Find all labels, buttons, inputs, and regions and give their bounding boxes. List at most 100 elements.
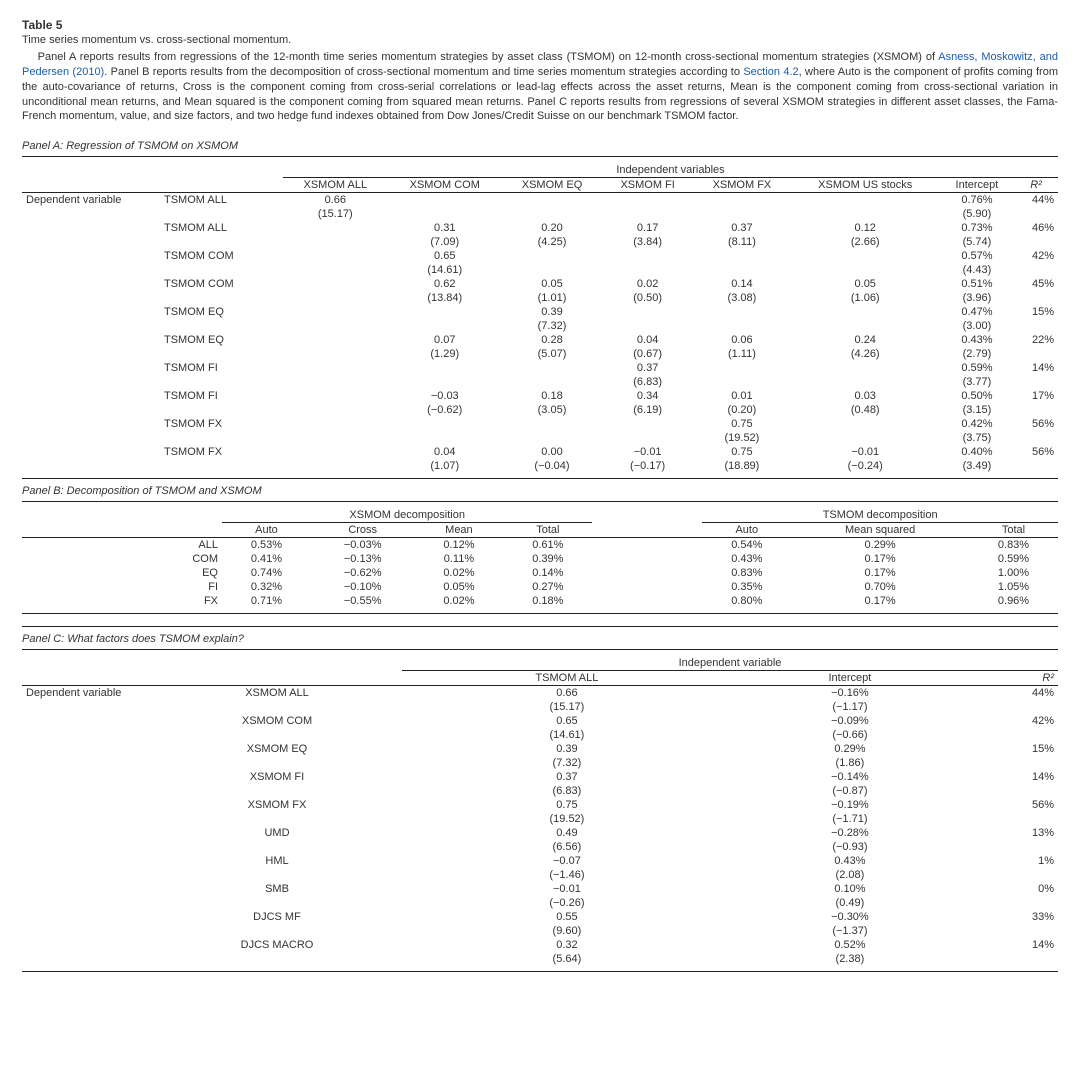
cell-tstat: (3.08) bbox=[693, 291, 790, 305]
cell-value: 56% bbox=[1014, 417, 1058, 431]
cell-value: 0.61% bbox=[503, 538, 592, 553]
cell-value: 0.75 bbox=[693, 417, 790, 431]
cell-value: −0.13% bbox=[311, 552, 415, 566]
cell-value bbox=[283, 277, 388, 291]
cell-value: 0.40% bbox=[940, 445, 1014, 459]
cell-value: 0.59% bbox=[940, 361, 1014, 375]
cell-value: 0.43% bbox=[732, 854, 968, 868]
cell-value: 0.65 bbox=[402, 714, 732, 728]
cell-tstat: (2.38) bbox=[732, 952, 968, 972]
cell-tstat bbox=[791, 207, 940, 221]
cell-value: −0.16% bbox=[732, 686, 968, 701]
panel-a-table: Independent variables XSMOM ALL XSMOM CO… bbox=[22, 157, 1058, 478]
cell-value: −0.03 bbox=[388, 389, 502, 403]
cell-value bbox=[602, 249, 693, 263]
cell-tstat: (3.05) bbox=[502, 403, 602, 417]
row-label: FI bbox=[22, 580, 222, 594]
cell-tstat: (0.50) bbox=[602, 291, 693, 305]
section-link[interactable]: Section 4.2 bbox=[743, 66, 798, 78]
row-label: UMD bbox=[152, 826, 402, 840]
row-label: XSMOM FX bbox=[152, 798, 402, 812]
cell-value bbox=[388, 417, 502, 431]
cell-tstat bbox=[502, 263, 602, 277]
row-label: XSMOM COM bbox=[152, 714, 402, 728]
cell-tstat: (9.60) bbox=[402, 924, 732, 938]
cell-value: 0.53% bbox=[222, 538, 311, 553]
col-header: XSMOM US stocks bbox=[791, 178, 940, 193]
cell-value bbox=[602, 305, 693, 319]
row-label: COM bbox=[22, 552, 222, 566]
cell-value: 13% bbox=[968, 826, 1058, 840]
cell-value: −0.19% bbox=[732, 798, 968, 812]
cell-value bbox=[388, 361, 502, 375]
row-label: TSMOM COM bbox=[160, 249, 283, 263]
cell-tstat: (5.64) bbox=[402, 952, 732, 972]
cell-value: 0.43% bbox=[940, 333, 1014, 347]
col-header: TSMOM ALL bbox=[402, 671, 732, 686]
cell-tstat bbox=[388, 375, 502, 389]
cell-value: 0.73% bbox=[940, 221, 1014, 235]
indep-vars-label: Independent variables bbox=[283, 163, 1058, 178]
cell-value: 0.39% bbox=[503, 552, 592, 566]
cell-tstat: (0.49) bbox=[732, 896, 968, 910]
cell-value: 1.00% bbox=[969, 566, 1058, 580]
col-header: Mean squared bbox=[791, 523, 969, 538]
cell-value: −0.28% bbox=[732, 826, 968, 840]
cell-value: 46% bbox=[1014, 221, 1058, 235]
cell-value: −0.14% bbox=[732, 770, 968, 784]
table-caption: Panel A reports results from regressions… bbox=[22, 50, 1058, 124]
cell-value bbox=[602, 417, 693, 431]
cell-tstat: (1.29) bbox=[388, 347, 502, 361]
cell-tstat bbox=[502, 375, 602, 389]
cell-tstat bbox=[968, 840, 1058, 854]
cell-value: 0.32% bbox=[222, 580, 311, 594]
cell-value: −0.07 bbox=[402, 854, 732, 868]
cell-tstat: (−0.04) bbox=[502, 459, 602, 478]
cell-tstat bbox=[1014, 291, 1058, 305]
cell-value bbox=[283, 305, 388, 319]
col-header: XSMOM FX bbox=[693, 178, 790, 193]
cell-value: 0.37 bbox=[693, 221, 790, 235]
table-number: Table 5 bbox=[22, 18, 1058, 32]
cell-value: 0.66 bbox=[283, 193, 388, 208]
cell-value: 0% bbox=[968, 882, 1058, 896]
cell-value: 0.83% bbox=[969, 538, 1058, 553]
caption-text: Panel A reports results from regressions… bbox=[38, 51, 939, 63]
cell-value: 0.14 bbox=[693, 277, 790, 291]
cell-tstat: (15.17) bbox=[402, 700, 732, 714]
cell-value bbox=[791, 193, 940, 208]
row-label: FX bbox=[22, 594, 222, 614]
cell-tstat bbox=[1014, 375, 1058, 389]
cell-tstat bbox=[968, 756, 1058, 770]
cell-tstat bbox=[791, 431, 940, 445]
cell-value bbox=[693, 305, 790, 319]
cell-tstat bbox=[1014, 263, 1058, 277]
cell-tstat: (4.43) bbox=[940, 263, 1014, 277]
cell-tstat bbox=[283, 403, 388, 417]
cell-tstat: (4.26) bbox=[791, 347, 940, 361]
cell-tstat bbox=[1014, 207, 1058, 221]
cell-tstat: (1.01) bbox=[502, 291, 602, 305]
cell-value: 0.42% bbox=[940, 417, 1014, 431]
cell-tstat: (3.84) bbox=[602, 235, 693, 249]
cell-tstat: (7.32) bbox=[502, 319, 602, 333]
tsmom-decomp-label: TSMOM decomposition bbox=[702, 508, 1058, 523]
cell-value: 0.54% bbox=[702, 538, 791, 553]
cell-value: 0.11% bbox=[414, 552, 503, 566]
cell-value: 0.28 bbox=[502, 333, 602, 347]
cell-tstat: (−0.93) bbox=[732, 840, 968, 854]
cell-value: 0.17% bbox=[791, 594, 969, 614]
cell-value: 0.29% bbox=[732, 742, 968, 756]
cell-value: 0.32 bbox=[402, 938, 732, 952]
cell-value: 0.24 bbox=[791, 333, 940, 347]
cell-value: 0.39 bbox=[402, 742, 732, 756]
cell-value: −0.09% bbox=[732, 714, 968, 728]
cell-tstat bbox=[283, 235, 388, 249]
cell-tstat: (−0.26) bbox=[402, 896, 732, 910]
cell-value: 17% bbox=[1014, 389, 1058, 403]
row-label: XSMOM EQ bbox=[152, 742, 402, 756]
cell-value: 1.05% bbox=[969, 580, 1058, 594]
cell-tstat bbox=[602, 431, 693, 445]
cell-value: 0.31 bbox=[388, 221, 502, 235]
cell-value: 44% bbox=[968, 686, 1058, 701]
